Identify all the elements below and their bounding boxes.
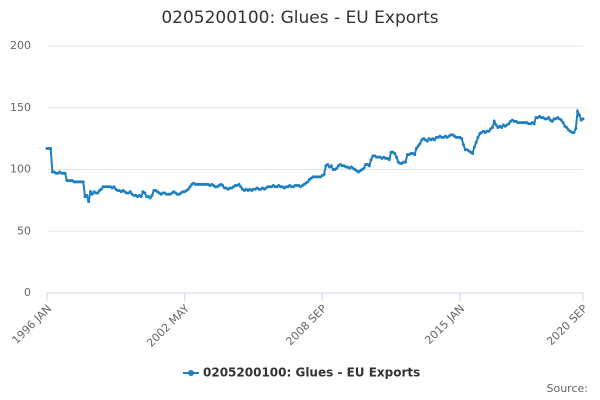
x-tick-label: 2008 SEP	[283, 302, 329, 348]
point	[474, 140, 478, 144]
point	[387, 158, 391, 162]
point	[565, 126, 569, 130]
x-tick-label: 2015 JAN	[422, 302, 467, 347]
point	[460, 137, 464, 141]
point	[63, 171, 67, 175]
point	[471, 151, 475, 155]
point	[139, 195, 143, 199]
point	[112, 185, 116, 189]
point	[335, 166, 339, 170]
point	[581, 117, 585, 121]
chart-title: 0205200100: Glues - EU Exports	[161, 8, 438, 28]
point	[81, 180, 85, 184]
point	[494, 123, 498, 127]
y-tick-label: 150	[10, 101, 31, 114]
point	[490, 126, 494, 130]
point	[404, 160, 408, 164]
source: Source:	[547, 382, 589, 395]
y-tick-label: 0	[24, 286, 31, 299]
point	[90, 192, 94, 196]
point	[413, 153, 417, 157]
point	[85, 193, 89, 197]
point	[416, 144, 420, 148]
point	[461, 143, 465, 147]
point	[574, 127, 578, 131]
point	[577, 113, 581, 117]
point	[87, 200, 91, 204]
legend-label: 0205200100: Glues - EU Exports	[203, 366, 420, 380]
point	[322, 172, 326, 176]
point	[507, 122, 511, 126]
point	[148, 196, 152, 200]
point	[500, 126, 504, 130]
y-tick-label: 200	[10, 39, 31, 52]
point	[49, 147, 53, 151]
y-tick-label: 50	[17, 224, 31, 237]
point	[418, 142, 422, 146]
point	[472, 145, 476, 149]
point	[326, 163, 330, 167]
point	[547, 116, 551, 120]
point	[88, 190, 92, 194]
point	[143, 191, 147, 195]
point	[576, 109, 580, 113]
point	[237, 182, 241, 186]
point	[492, 119, 496, 123]
point	[329, 164, 333, 168]
point	[561, 121, 565, 125]
point	[96, 191, 100, 195]
point	[150, 193, 154, 197]
point	[128, 190, 132, 194]
point	[425, 139, 429, 143]
x-tick-label: 2002 MAY	[144, 302, 192, 350]
point	[369, 158, 373, 162]
point	[572, 130, 576, 134]
point	[476, 135, 480, 139]
legend-marker	[188, 370, 194, 376]
point	[186, 187, 190, 191]
point	[188, 185, 192, 189]
point	[239, 185, 243, 189]
point	[559, 118, 563, 122]
y-tick-label: 100	[10, 163, 31, 176]
point	[433, 138, 437, 142]
x-tick-label: 2020 SEP	[544, 302, 590, 348]
point	[362, 166, 366, 170]
point	[550, 119, 554, 123]
point	[393, 151, 397, 155]
point	[99, 187, 103, 191]
point	[394, 155, 398, 159]
point	[487, 129, 491, 133]
x-tick-label: 1996 JAN	[9, 302, 54, 347]
point	[532, 122, 536, 126]
point	[221, 184, 225, 188]
point	[306, 180, 310, 184]
point	[414, 147, 418, 151]
point	[367, 164, 371, 168]
